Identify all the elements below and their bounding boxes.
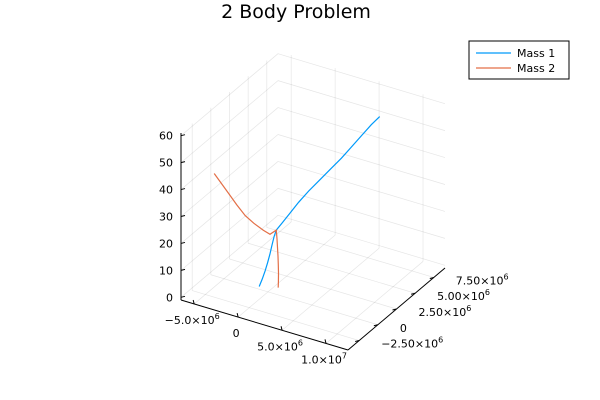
grid-line-y-floor: [192, 290, 360, 341]
legend-box: [468, 40, 570, 80]
x-tick-label: 1.0×107: [301, 351, 347, 366]
grid-line-y-floor: [248, 242, 416, 294]
z-tick-mark: [180, 295, 186, 298]
z-tick-mark: [180, 134, 186, 137]
grid-line-z-back: [277, 214, 446, 266]
grid-line-y-floor: [229, 258, 397, 310]
legend-label-2: Mass 2: [517, 62, 555, 75]
y-tick-mark: [355, 340, 360, 343]
grid-line-z-back: [277, 53, 446, 105]
grid-line-y-floor: [210, 274, 378, 326]
y-tick-mark: [373, 324, 378, 327]
x-tick-mark: [192, 299, 195, 305]
z-tick-mark: [180, 188, 186, 191]
z-tick-mark: [180, 215, 186, 217]
x-tick-label: 5.0×106: [257, 338, 303, 353]
y-tick-label: −2.50×106: [381, 336, 443, 351]
y-tick-mark: [411, 292, 416, 295]
x-tick-label: −5.0×106: [165, 312, 220, 327]
z-tick-label: 40: [159, 184, 173, 197]
x-tick-label: 0: [233, 327, 240, 340]
grid-line-z-side: [180, 134, 279, 217]
grid-line-z-side: [180, 188, 279, 271]
x-tick-mark: [236, 312, 239, 318]
grid-line-x-floor: [237, 234, 336, 318]
axes: −5.0×10605.0×1061.0×107−2.50×10602.50×10…: [159, 130, 509, 367]
x-tick-mark: [280, 326, 283, 331]
chart-title: 2 Body Problem: [221, 1, 371, 23]
grid-line-z-back: [277, 134, 446, 185]
z-tick-label: 30: [159, 211, 173, 224]
y-tick-label: 7.50×106: [456, 272, 509, 287]
z-tick-mark: [180, 241, 186, 244]
y-tick-mark: [392, 308, 397, 311]
z-tick-label: 0: [166, 291, 173, 304]
grid-line-x-floor: [325, 261, 424, 344]
grid-lines: [180, 53, 446, 344]
y-tick-label: 2.50×106: [419, 304, 472, 319]
y-tick-mark: [429, 276, 434, 279]
z-tick-mark: [180, 268, 186, 271]
z-tick-label: 10: [159, 264, 173, 277]
grid-line-z-side: [180, 161, 279, 244]
z-tick-mark: [180, 161, 186, 164]
grid-line-z-side: [180, 80, 279, 163]
grid-line-y-floor: [266, 227, 434, 278]
data-series: [213, 116, 381, 288]
grid-line-z-side: [180, 107, 279, 190]
grid-line-z-side: [180, 53, 279, 136]
x-axis-line: [180, 299, 349, 351]
grid-line-x-floor: [281, 247, 380, 331]
grid-line-z-back: [277, 161, 446, 212]
y-tick-label: 5.00×106: [437, 288, 490, 303]
grid-line-z-back: [277, 188, 446, 239]
series-line-2: [213, 173, 280, 288]
legend: Mass 1 Mass 2: [468, 40, 570, 80]
x-tick-mark: [324, 339, 327, 344]
series-line-1: [258, 116, 381, 287]
z-tick-label: 60: [159, 130, 173, 143]
z-tick-label: 50: [159, 157, 173, 170]
z-tick-label: 20: [159, 237, 173, 250]
grid-line-z-back: [277, 80, 446, 131]
y-tick-label: 0: [400, 322, 407, 335]
legend-label-1: Mass 1: [517, 47, 555, 60]
grid-line-z-back: [277, 107, 446, 158]
